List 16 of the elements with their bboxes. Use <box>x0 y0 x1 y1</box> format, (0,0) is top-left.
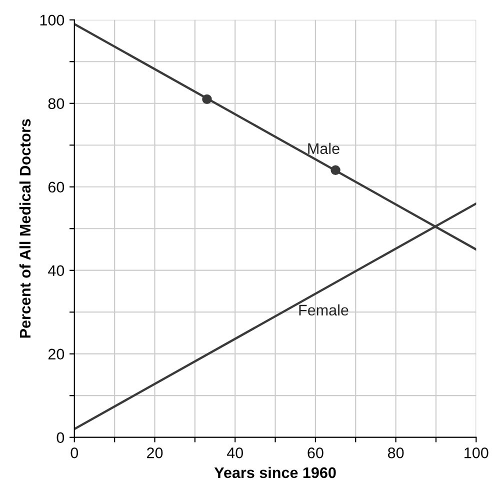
series-label: Female <box>299 304 348 316</box>
y-axis-title: Percent of All Medical Doctors <box>19 119 31 338</box>
y-tick-label: 60 <box>48 182 64 193</box>
y-tick-label: 20 <box>48 348 64 360</box>
x-tick-label: 80 <box>388 447 404 458</box>
y-tick-label: 0 <box>56 432 64 444</box>
series-label: Male <box>308 142 340 154</box>
y-tick-label: 40 <box>48 265 64 276</box>
x-tick-label: 40 <box>226 447 244 458</box>
y-tick-label: 100 <box>40 14 64 26</box>
y-tick-label: 80 <box>48 98 64 110</box>
x-tick-label: 60 <box>308 447 324 458</box>
x-tick-label: 20 <box>147 447 163 458</box>
x-axis-title: Years since 1960 <box>214 466 336 478</box>
x-tick-label: 100 <box>464 447 488 458</box>
x-tick-label: 0 <box>70 447 78 458</box>
